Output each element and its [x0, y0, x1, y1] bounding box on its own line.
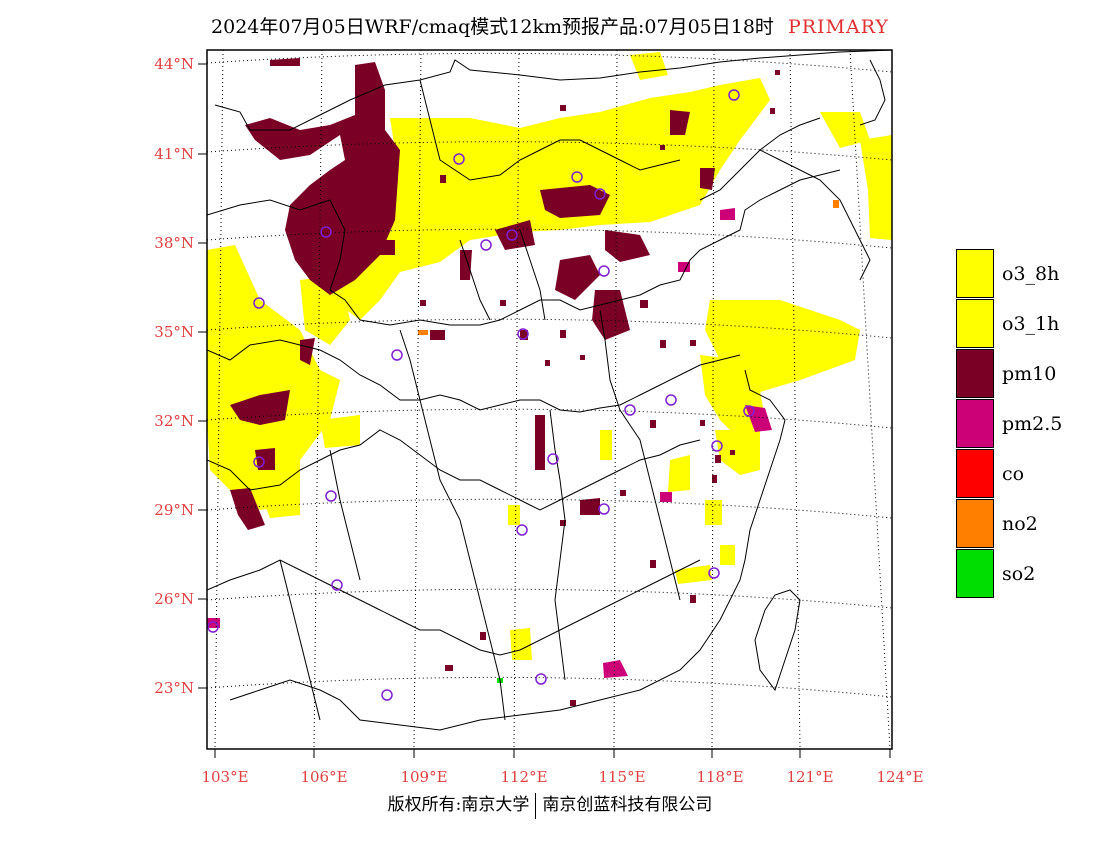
lat-label: 44°N [154, 55, 194, 73]
no2-cell [418, 330, 428, 335]
lon-label: 115°E [598, 768, 645, 786]
lon-label: 103°E [201, 768, 248, 786]
station-circle [325, 490, 337, 502]
pm10-region [230, 58, 715, 530]
legend-label: no2 [1002, 513, 1038, 535]
station-circle [381, 689, 393, 701]
station-circle [516, 524, 528, 536]
station-circle [517, 328, 529, 340]
lon-label: 124°E [876, 768, 923, 786]
station-circle [708, 567, 720, 579]
copyright-footer: 版权所有:南京大学 南京创蓝科技有限公司 [0, 790, 1100, 819]
lat-label: 29°N [154, 501, 194, 519]
legend-swatch [956, 399, 994, 448]
station-circle [624, 404, 636, 416]
lat-label: 23°N [154, 679, 194, 697]
legend-label: pm2.5 [1002, 413, 1063, 435]
station-circle [320, 226, 332, 238]
no2-cell [833, 200, 839, 208]
station-circle [571, 171, 583, 183]
station-circle [598, 265, 610, 277]
footer-left: 版权所有:南京大学 [387, 795, 530, 815]
station-circle [665, 394, 677, 406]
station-markers [207, 89, 755, 701]
station-circle [453, 153, 465, 165]
legend-label: so2 [1002, 563, 1036, 585]
station-circle [207, 621, 219, 633]
lat-label: 35°N [154, 323, 194, 341]
footer-separator [535, 792, 537, 819]
lon-label: 106°E [300, 768, 347, 786]
legend-swatch [956, 549, 994, 598]
lat-label: 38°N [154, 234, 194, 252]
station-circle [547, 453, 559, 465]
lat-labels: 44°N 41°N 38°N 35°N 32°N 29°N 26°N 23°N [154, 55, 194, 697]
boundaries [207, 50, 892, 731]
legend-label: pm10 [1002, 363, 1057, 385]
station-circle [506, 229, 518, 241]
legend-label: o3_8h [1002, 263, 1060, 285]
station-circle [253, 297, 265, 309]
station-circle [711, 440, 723, 452]
station-circle [535, 673, 547, 685]
lon-axis [214, 749, 891, 758]
title-text: 2024年07月05日WRF/cmaq模式12km预报产品:07月05日18时 [211, 16, 774, 38]
lat-label: 32°N [154, 412, 194, 430]
station-circle [331, 579, 343, 591]
o3-region [207, 52, 892, 660]
lat-label: 26°N [154, 590, 194, 608]
legend-swatch [956, 499, 994, 548]
scatter-cells [420, 70, 780, 706]
station-circle [743, 405, 755, 417]
station-circle [391, 349, 403, 361]
lon-labels: 103°E 106°E 109°E 112°E 115°E 118°E 121°… [201, 768, 923, 786]
map-title: 2024年07月05日WRF/cmaq模式12km预报产品:07月05日18时 P… [0, 12, 1100, 39]
legend-label: o3_1h [1002, 313, 1060, 335]
station-circle [253, 456, 265, 468]
legend-swatch [956, 299, 994, 348]
pm25-region [207, 208, 772, 678]
legend-swatch [956, 349, 994, 398]
legend-label: co [1002, 463, 1025, 485]
lat-axis [198, 63, 207, 689]
legend-swatch [956, 449, 994, 498]
lat-label: 41°N [154, 145, 194, 163]
lon-label: 121°E [786, 768, 833, 786]
lon-label: 112°E [500, 768, 547, 786]
station-circle [598, 503, 610, 515]
legend-swatch [956, 249, 994, 298]
lon-label: 118°E [696, 768, 743, 786]
station-circle [728, 89, 740, 101]
map-frame [206, 49, 893, 750]
graticule [207, 50, 892, 749]
title-tag: PRIMARY [787, 16, 889, 38]
station-circle [480, 239, 492, 251]
station-circle [594, 188, 606, 200]
lon-label: 109°E [400, 768, 447, 786]
footer-right: 南京创蓝科技有限公司 [542, 795, 713, 815]
